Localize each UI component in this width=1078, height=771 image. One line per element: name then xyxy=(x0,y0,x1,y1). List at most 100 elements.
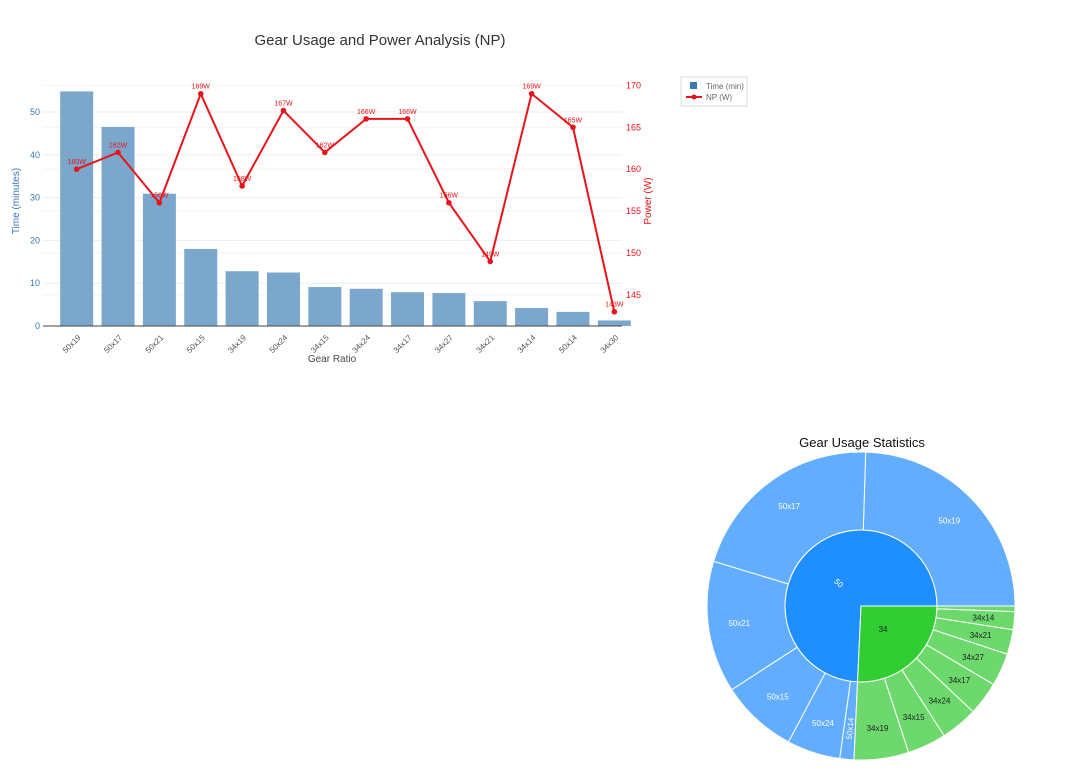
bar-34x17 xyxy=(391,292,425,326)
np-point-34x30 xyxy=(611,308,618,315)
bar-34x21 xyxy=(473,301,507,326)
np-data-label: 166W xyxy=(357,109,376,116)
np-point-50x15 xyxy=(197,90,204,97)
y2-tick-label: 160 xyxy=(626,164,641,174)
np-data-label: 162W xyxy=(316,142,335,149)
y-tick-label: 20 xyxy=(30,235,40,245)
x-tick-label: 50x14 xyxy=(557,333,579,355)
y2-tick-label: 155 xyxy=(626,206,641,216)
bar-34x30 xyxy=(597,320,631,326)
np-data-label: 158W xyxy=(233,176,252,183)
bar-34x19 xyxy=(225,271,259,326)
sunburst-label-34x19: 34x19 xyxy=(867,724,889,733)
legend-label-time: Time (min) xyxy=(706,82,744,91)
y-tick-label: 40 xyxy=(30,150,40,160)
np-data-label: 156W xyxy=(150,193,169,200)
bar-34x27 xyxy=(432,293,466,326)
sunburst-segment-50x17 xyxy=(712,451,867,585)
np-data-label: 160W xyxy=(68,159,87,166)
np-data-label: 169W xyxy=(192,84,211,91)
gear-sunburst-chart: Gear Usage Statistics 5050x1950x1750x215… xyxy=(706,435,1016,761)
np-point-34x21 xyxy=(487,258,494,265)
sunburst-label-50x24: 50x24 xyxy=(812,719,834,728)
y-axis-label: Time (minutes) xyxy=(11,168,22,234)
x-tick-label: 34x17 xyxy=(392,333,414,355)
x-tick-label: 34x24 xyxy=(350,333,372,355)
sunburst-label-34x15: 34x15 xyxy=(903,713,925,722)
sunburst-segment-50x19 xyxy=(862,451,1016,607)
bar-50x19 xyxy=(60,91,94,326)
np-point-34x27 xyxy=(446,199,452,206)
sunburst-label-34x21: 34x21 xyxy=(970,631,992,640)
line-series: 160W 162W 156W 169W 158W 167W 162W 166W 166W 156W… xyxy=(68,84,624,315)
y2-tick-labels: 145 150 155 160 165 170 xyxy=(626,80,641,300)
x-tick-label: 34x19 xyxy=(226,333,248,355)
np-data-label: 165W xyxy=(564,117,583,124)
sunburst-label-34x17: 34x17 xyxy=(948,676,970,685)
legend-label-np: NP (W) xyxy=(706,93,732,102)
np-data-label: 167W xyxy=(274,101,293,108)
chart-title: Gear Usage and Power Analysis (NP) xyxy=(255,32,506,49)
np-point-50x24 xyxy=(280,107,287,114)
bar-50x15 xyxy=(184,248,218,326)
x-tick-label: 34x15 xyxy=(309,333,331,355)
np-data-label: 156W xyxy=(440,193,459,200)
gear-power-chart: Gear Usage and Power Analysis (NP) 160W 1… xyxy=(11,32,748,365)
y-tick-label: 10 xyxy=(30,278,40,288)
bar-34x14 xyxy=(515,308,549,326)
sunburst-label-50x21: 50x21 xyxy=(728,619,750,628)
sunburst-label-50x17: 50x17 xyxy=(778,502,800,511)
np-point-50x21 xyxy=(156,199,163,206)
bar-50x24 xyxy=(266,272,300,326)
y2-tick-label: 165 xyxy=(626,122,641,132)
bar-50x14 xyxy=(556,311,590,326)
bar-34x15 xyxy=(308,287,342,326)
np-data-label: 143W xyxy=(605,302,624,309)
bar-series xyxy=(60,91,631,327)
sunburst-label-50x19: 50x19 xyxy=(938,516,960,525)
np-data-label: 166W xyxy=(398,109,417,116)
sunburst-label-50x15: 50x15 xyxy=(767,693,789,702)
x-tick-label: 50x19 xyxy=(61,333,83,355)
x-tick-label: 50x17 xyxy=(102,333,124,355)
y2-tick-label: 150 xyxy=(626,248,641,258)
x-tick-labels: 50x19 50x17 50x21 50x15 34x19 50x24 34x15 34x24… xyxy=(61,333,621,355)
x-tick-label: 34x21 xyxy=(474,333,496,355)
y-tick-label: 0 xyxy=(35,321,40,331)
x-axis-label: Gear Ratio xyxy=(308,354,357,365)
y2-axis-label: Power (W) xyxy=(643,177,654,224)
legend-swatch-time xyxy=(690,82,697,89)
y-tick-label: 50 xyxy=(30,107,40,117)
x-tick-label: 34x27 xyxy=(433,333,455,355)
sunburst-title: Gear Usage Statistics xyxy=(799,435,925,450)
sunburst-label-50x14: 50x14 xyxy=(845,717,856,740)
x-tick-label: 50x24 xyxy=(268,333,290,355)
x-tick-label: 50x15 xyxy=(185,333,207,355)
sunburst-label-34x24: 34x24 xyxy=(929,697,951,706)
legend-box xyxy=(680,76,748,107)
sunburst-label-34x27: 34x27 xyxy=(962,653,984,662)
x-tick-label: 34x30 xyxy=(599,333,621,355)
legend-swatch-np-marker xyxy=(691,94,697,100)
sunburst-segment-34x30 xyxy=(936,605,1016,613)
x-tick-label: 34x14 xyxy=(516,333,538,355)
bar-34x24 xyxy=(349,288,383,326)
gridlines xyxy=(43,84,622,327)
bar-50x21 xyxy=(142,193,176,326)
y2-tick-label: 170 xyxy=(626,80,641,90)
sunburst-label-34: 34 xyxy=(879,625,888,634)
sunburst-segments xyxy=(706,451,1016,761)
y-tick-label: 30 xyxy=(30,193,40,203)
y2-tick-label: 145 xyxy=(626,290,641,300)
np-line xyxy=(76,91,616,312)
sunburst-label-34x14: 34x14 xyxy=(973,614,995,623)
np-point-34x14 xyxy=(528,90,535,97)
bar-50x17 xyxy=(101,126,135,327)
np-data-label: 149W xyxy=(481,251,500,258)
y-tick-labels: 0 10 20 30 40 50 xyxy=(30,107,40,331)
np-point-50x19 xyxy=(73,166,80,173)
legend: Time (min) NP (W) xyxy=(680,76,748,107)
